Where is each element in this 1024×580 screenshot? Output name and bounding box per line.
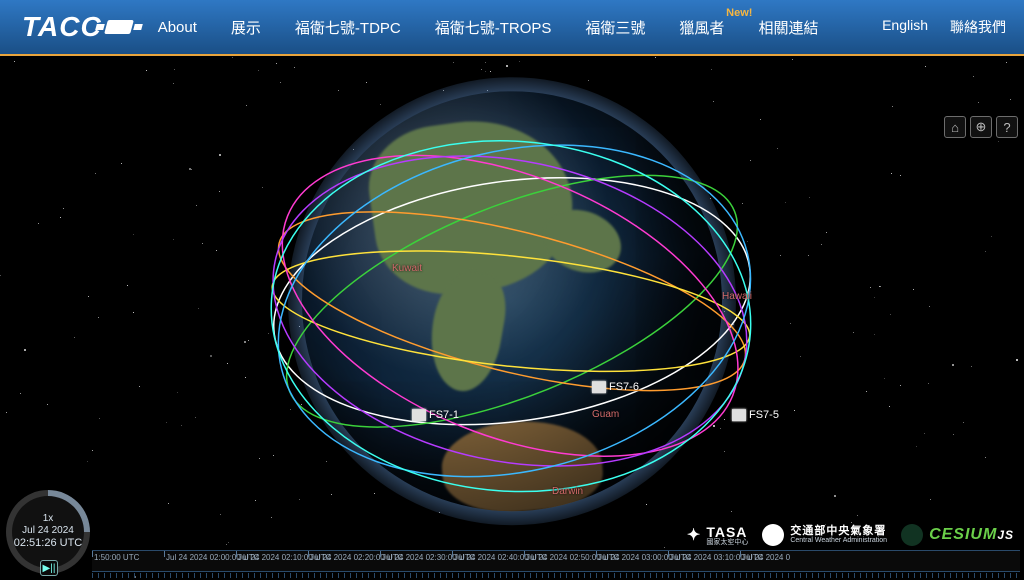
timeline-tick[interactable]: Jul 24 2024 02:40:00 UTC	[452, 551, 524, 571]
footer-credits: ✦ TASA 國家太空中心 交通部中央氣象署 Central Weather A…	[687, 524, 1014, 546]
logo[interactable]: TACC	[22, 11, 132, 43]
new-badge: New!	[726, 7, 752, 19]
globe-view[interactable]: ⌂ ⊕ ? FS7-1 FS7-6 FS7-5 Kuwait Hawaii Guam Da…	[0, 56, 1024, 580]
clock-face: 1x Jul 24 2024 02:51:26 UTC	[12, 496, 84, 568]
main-nav: About 展示 福衛七號-TDPC 福衛七號-TROPS 福衛三號 獵風者 N…	[158, 17, 882, 38]
timeline-tick[interactable]: Jul 24 2024 03:00:00 UTC	[596, 551, 668, 571]
logo-text: TACC	[22, 11, 102, 43]
contact-us[interactable]: 聯絡我們	[950, 17, 1006, 37]
tasa-credit[interactable]: ✦ TASA 國家太空中心	[687, 525, 748, 546]
station-kuwait[interactable]: Kuwait	[392, 263, 422, 274]
nav-links[interactable]: 相關連結	[758, 17, 818, 38]
help-icon[interactable]: ?	[996, 116, 1018, 138]
satellite-fs7-1[interactable]: FS7-1	[412, 409, 459, 421]
view-toolbar: ⌂ ⊕ ?	[944, 116, 1018, 138]
station-darwin[interactable]: Darwin	[552, 486, 583, 497]
header-bar: TACC About 展示 福衛七號-TDPC 福衛七號-TROPS 福衛三號 …	[0, 0, 1024, 56]
cesium-text: CESIUMJS	[929, 526, 1014, 544]
cwa-icon	[762, 524, 784, 546]
lang-english[interactable]: English	[882, 17, 928, 37]
clock-date: Jul 24 2024	[22, 525, 74, 537]
nav-fs7-tdpc[interactable]: 福衛七號-TDPC	[295, 17, 401, 38]
nav-triton[interactable]: 獵風者 New!	[679, 17, 724, 38]
cesium-credit[interactable]: CESIUMJS	[901, 524, 1014, 546]
timeline-tick[interactable]: Jul 24 2024 02:00:00 UTC	[164, 551, 236, 571]
timeline-tick[interactable]: Jul 24 2024 02:30:00 UTC	[380, 551, 452, 571]
timeline-minor-ticks	[92, 573, 1020, 578]
play-pause-button[interactable]: ▶||	[40, 560, 58, 576]
timeline-tick[interactable]: Jul 24 2024 03:10:00 UTC	[668, 551, 740, 571]
timeline-tick[interactable]: Jul 24 2024 02:10:00 UTC	[236, 551, 308, 571]
tasa-name: TASA	[706, 525, 748, 539]
globe-icon[interactable]: ⊕	[970, 116, 992, 138]
earth-surface	[302, 91, 722, 511]
cwa-name: 交通部中央氣象署	[790, 526, 887, 537]
tasa-sub1: 國家太空中心	[706, 539, 748, 546]
nav-display[interactable]: 展示	[231, 17, 261, 38]
nav-fs3[interactable]: 福衛三號	[585, 17, 645, 38]
animation-clock[interactable]: 1x Jul 24 2024 02:51:26 UTC ▶||	[6, 490, 90, 574]
cwa-sub: Central Weather Administration	[790, 537, 887, 544]
cesium-icon	[901, 524, 923, 546]
nav-about[interactable]: About	[158, 19, 197, 36]
satellite-fs7-6[interactable]: FS7-6	[592, 381, 639, 393]
timeline-tick[interactable]: Jul 24 2024 02:50:00 UTC	[524, 551, 596, 571]
header-right: English 聯絡我們	[882, 17, 1006, 37]
clock-time: 02:51:26 UTC	[14, 537, 82, 550]
clock-rate: 1x	[43, 513, 54, 525]
cwa-credit[interactable]: 交通部中央氣象署 Central Weather Administration	[762, 524, 887, 546]
station-guam[interactable]: Guam	[592, 409, 619, 420]
earth-globe[interactable]: FS7-1FS7-6FS7-5 KuwaitHawaiiGuamDarwin	[302, 91, 722, 511]
timeline[interactable]: 1:50:00 UTCJul 24 2024 02:00:00 UTCJul 2…	[92, 550, 1020, 572]
satellite-fs7-5[interactable]: FS7-5	[732, 409, 779, 421]
timeline-tick[interactable]: 1:50:00 UTC	[92, 551, 164, 571]
home-icon[interactable]: ⌂	[944, 116, 966, 138]
timeline-tick[interactable]: Jul 24 2024 02:20:00 UTC	[308, 551, 380, 571]
satellite-icon	[104, 20, 134, 34]
station-hawaii[interactable]: Hawaii	[722, 291, 752, 302]
timeline-tick[interactable]: Jul 24 2024 0	[740, 551, 812, 571]
nav-fs7-trops[interactable]: 福衛七號-TROPS	[435, 17, 552, 38]
